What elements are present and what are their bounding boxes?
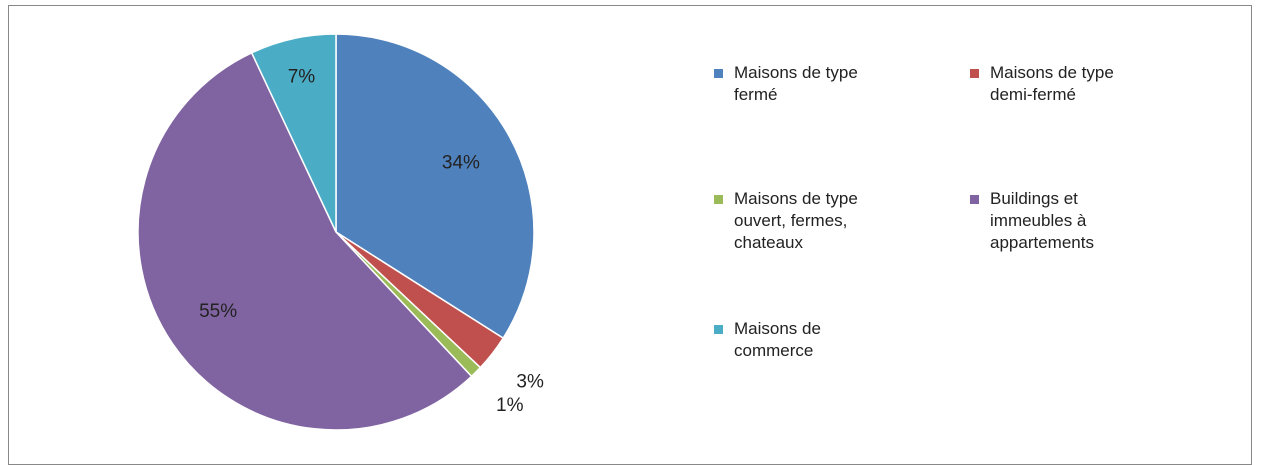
- legend-label: Maisons de type demi-fermé: [990, 63, 1114, 104]
- legend-label: Buildings et immeubles à appartements: [990, 189, 1094, 252]
- legend-label: Maisons de commerce: [734, 319, 821, 360]
- legend-swatch: [970, 195, 979, 204]
- data-label: 3%: [516, 372, 544, 393]
- pie-slice: [250, 33, 337, 233]
- legend-swatch: [714, 195, 723, 204]
- legend-label: Maisons de type ouvert, fermes, chateaux: [734, 189, 858, 252]
- pie-slice: [137, 51, 473, 431]
- data-label: 34%: [442, 152, 480, 173]
- legend-entry: Maisons de type ouvert, fermes, chateaux: [714, 188, 884, 254]
- pie-slice: [335, 33, 535, 340]
- legend-entry: Maisons de commerce: [714, 318, 884, 362]
- legend-swatch: [714, 69, 723, 78]
- legend-swatch: [970, 69, 979, 78]
- data-label: 55%: [199, 301, 237, 322]
- legend-swatch: [714, 325, 723, 334]
- legend-entry: Buildings et immeubles à appartements: [970, 188, 1140, 254]
- data-label: 1%: [496, 395, 524, 416]
- legend-entry: Maisons de type demi-fermé: [970, 62, 1140, 106]
- legend-label: Maisons de type fermé: [734, 63, 858, 104]
- legend-entry: Maisons de type fermé: [714, 62, 884, 106]
- data-label: 7%: [288, 66, 316, 87]
